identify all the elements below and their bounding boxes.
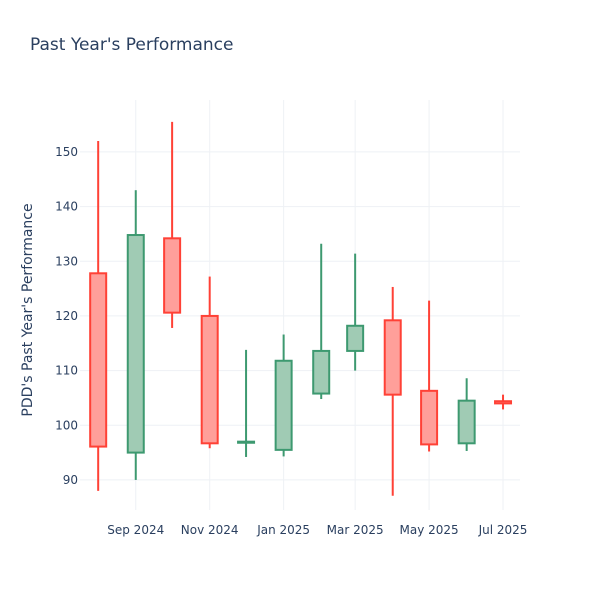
y-tick-label: 90 (63, 473, 78, 487)
y-tick-label: 110 (55, 364, 78, 378)
y-tick-label: 150 (55, 145, 78, 159)
candle-body-decreasing (200, 314, 219, 445)
x-tick-label: Nov 2024 (181, 523, 239, 537)
grid-layer (80, 100, 520, 510)
x-tick-label: Mar 2025 (327, 523, 384, 537)
candle-body-decreasing (383, 319, 402, 396)
candle-body-decreasing (163, 237, 182, 314)
candle-body-decreasing (89, 272, 108, 448)
x-tick-label: Jul 2025 (478, 523, 528, 537)
y-tick-label: 130 (55, 254, 78, 268)
candle-layer (89, 121, 513, 496)
candle-body-increasing (274, 359, 293, 451)
candle-body-increasing (346, 324, 365, 352)
y-axis-title: PDD's Past Year's Performance (20, 203, 36, 416)
tick-layer: 90 100 110 120 130 140 150 Sep 2024 Nov 2024 Jan … (55, 145, 527, 537)
candle-body-decreasing (420, 389, 439, 446)
x-tick-label: Sep 2024 (107, 523, 164, 537)
y-tick-label: 140 (55, 200, 78, 214)
y-tick-label: 100 (55, 418, 78, 432)
chart-title: Past Year's Performance (30, 35, 234, 55)
candle-body-increasing (457, 399, 476, 445)
candle-body-increasing (126, 234, 145, 454)
candle-body-increasing (237, 440, 256, 444)
y-tick-label: 120 (55, 309, 78, 323)
candle-body-increasing (312, 349, 331, 395)
x-tick-label: May 2025 (400, 523, 459, 537)
candle-body-decreasing (494, 400, 513, 405)
x-tick-label: Jan 2025 (256, 523, 310, 537)
